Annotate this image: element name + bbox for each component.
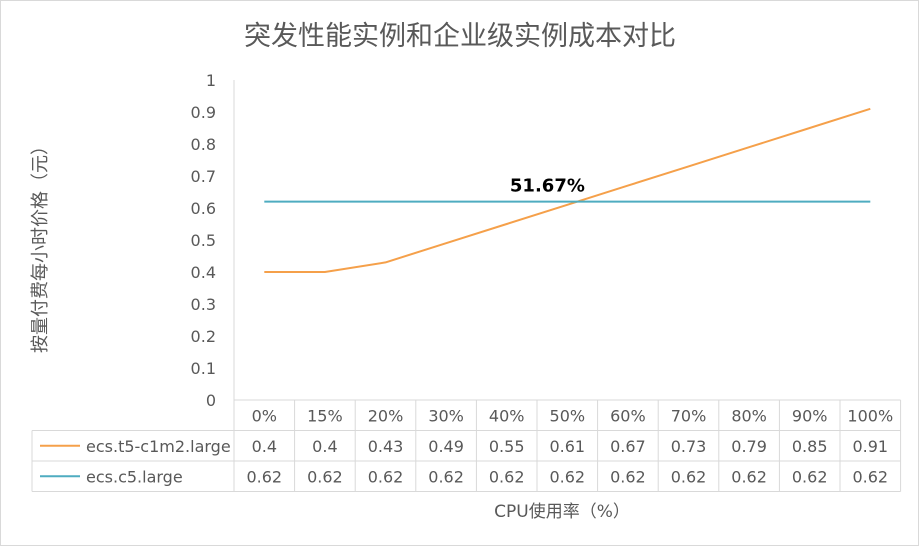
y-tick-label: 0.5 <box>191 231 216 250</box>
data-label: 0.79 <box>731 437 767 456</box>
x-tick-label: 0% <box>252 406 277 425</box>
legend-label: ecs.c5.large <box>86 467 183 486</box>
data-label: 0.91 <box>852 437 888 456</box>
x-tick-label: 100% <box>847 406 893 425</box>
y-tick-group: 0 0.1 0.2 0.3 0.4 0.5 0.6 0.7 0.8 0.9 1 <box>191 71 216 410</box>
x-tick-label: 15% <box>307 406 343 425</box>
chart-title: 突发性能实例和企业级实例成本对比 <box>244 21 676 52</box>
data-label: 0.85 <box>792 437 828 456</box>
data-label: 0.62 <box>671 467 707 486</box>
data-label: 0.4 <box>252 437 277 456</box>
x-tick-label: 70% <box>671 406 707 425</box>
data-label: 0.62 <box>610 467 646 486</box>
data-label: 0.62 <box>428 467 464 486</box>
data-label: 0.62 <box>307 467 343 486</box>
data-label: 0.4 <box>312 437 337 456</box>
x-tick-label: 60% <box>610 406 646 425</box>
series-line <box>264 107 871 273</box>
series-group <box>264 107 871 273</box>
data-label: 0.62 <box>731 467 767 486</box>
data-label: 0.62 <box>792 467 828 486</box>
y-axis-title: 按量付费每小时价格（元） <box>30 137 51 353</box>
intersection-label: 51.67% <box>510 176 585 197</box>
x-tick-label: 20% <box>368 406 404 425</box>
data-label: 0.61 <box>549 437 585 456</box>
y-tick-label: 0.9 <box>191 103 216 122</box>
x-tick-label: 40% <box>489 406 525 425</box>
data-label: 0.43 <box>368 437 404 456</box>
data-label: 0.55 <box>489 437 525 456</box>
y-tick-label: 0 <box>206 391 216 410</box>
y-tick-label: 0.2 <box>191 327 216 346</box>
legend-label: ecs.t5-c1m2.large <box>86 437 231 456</box>
x-tick-label: 90% <box>792 406 828 425</box>
data-label: 0.62 <box>489 467 525 486</box>
x-tick-label: 50% <box>550 406 586 425</box>
y-tick-label: 0.4 <box>191 263 216 282</box>
data-label: 0.62 <box>368 467 404 486</box>
y-tick-label: 0.7 <box>191 167 216 186</box>
y-tick-label: 1 <box>206 71 216 90</box>
y-axis-title-group: 按量付费每小时价格（元） <box>30 137 51 353</box>
y-tick-label: 0.3 <box>191 295 216 314</box>
x-tick-label: 80% <box>731 406 767 425</box>
data-label: 0.62 <box>246 467 282 486</box>
data-label: 0.67 <box>610 437 646 456</box>
x-tick-label: 30% <box>428 406 464 425</box>
x-axis-title: CPU使用率（%） <box>494 501 630 522</box>
data-label: 0.49 <box>428 437 464 456</box>
data-label: 0.62 <box>852 467 888 486</box>
y-tick-label: 0.6 <box>191 199 216 218</box>
y-tick-label: 0.8 <box>191 135 216 154</box>
data-label: 0.62 <box>549 467 585 486</box>
y-tick-label: 0.1 <box>191 359 216 378</box>
data-table: 0% 15% 20% 30% 40% 50% 60% 70% 80% 90% 100% ecs.t5-… <box>31 399 902 492</box>
data-label: 0.73 <box>671 437 707 456</box>
